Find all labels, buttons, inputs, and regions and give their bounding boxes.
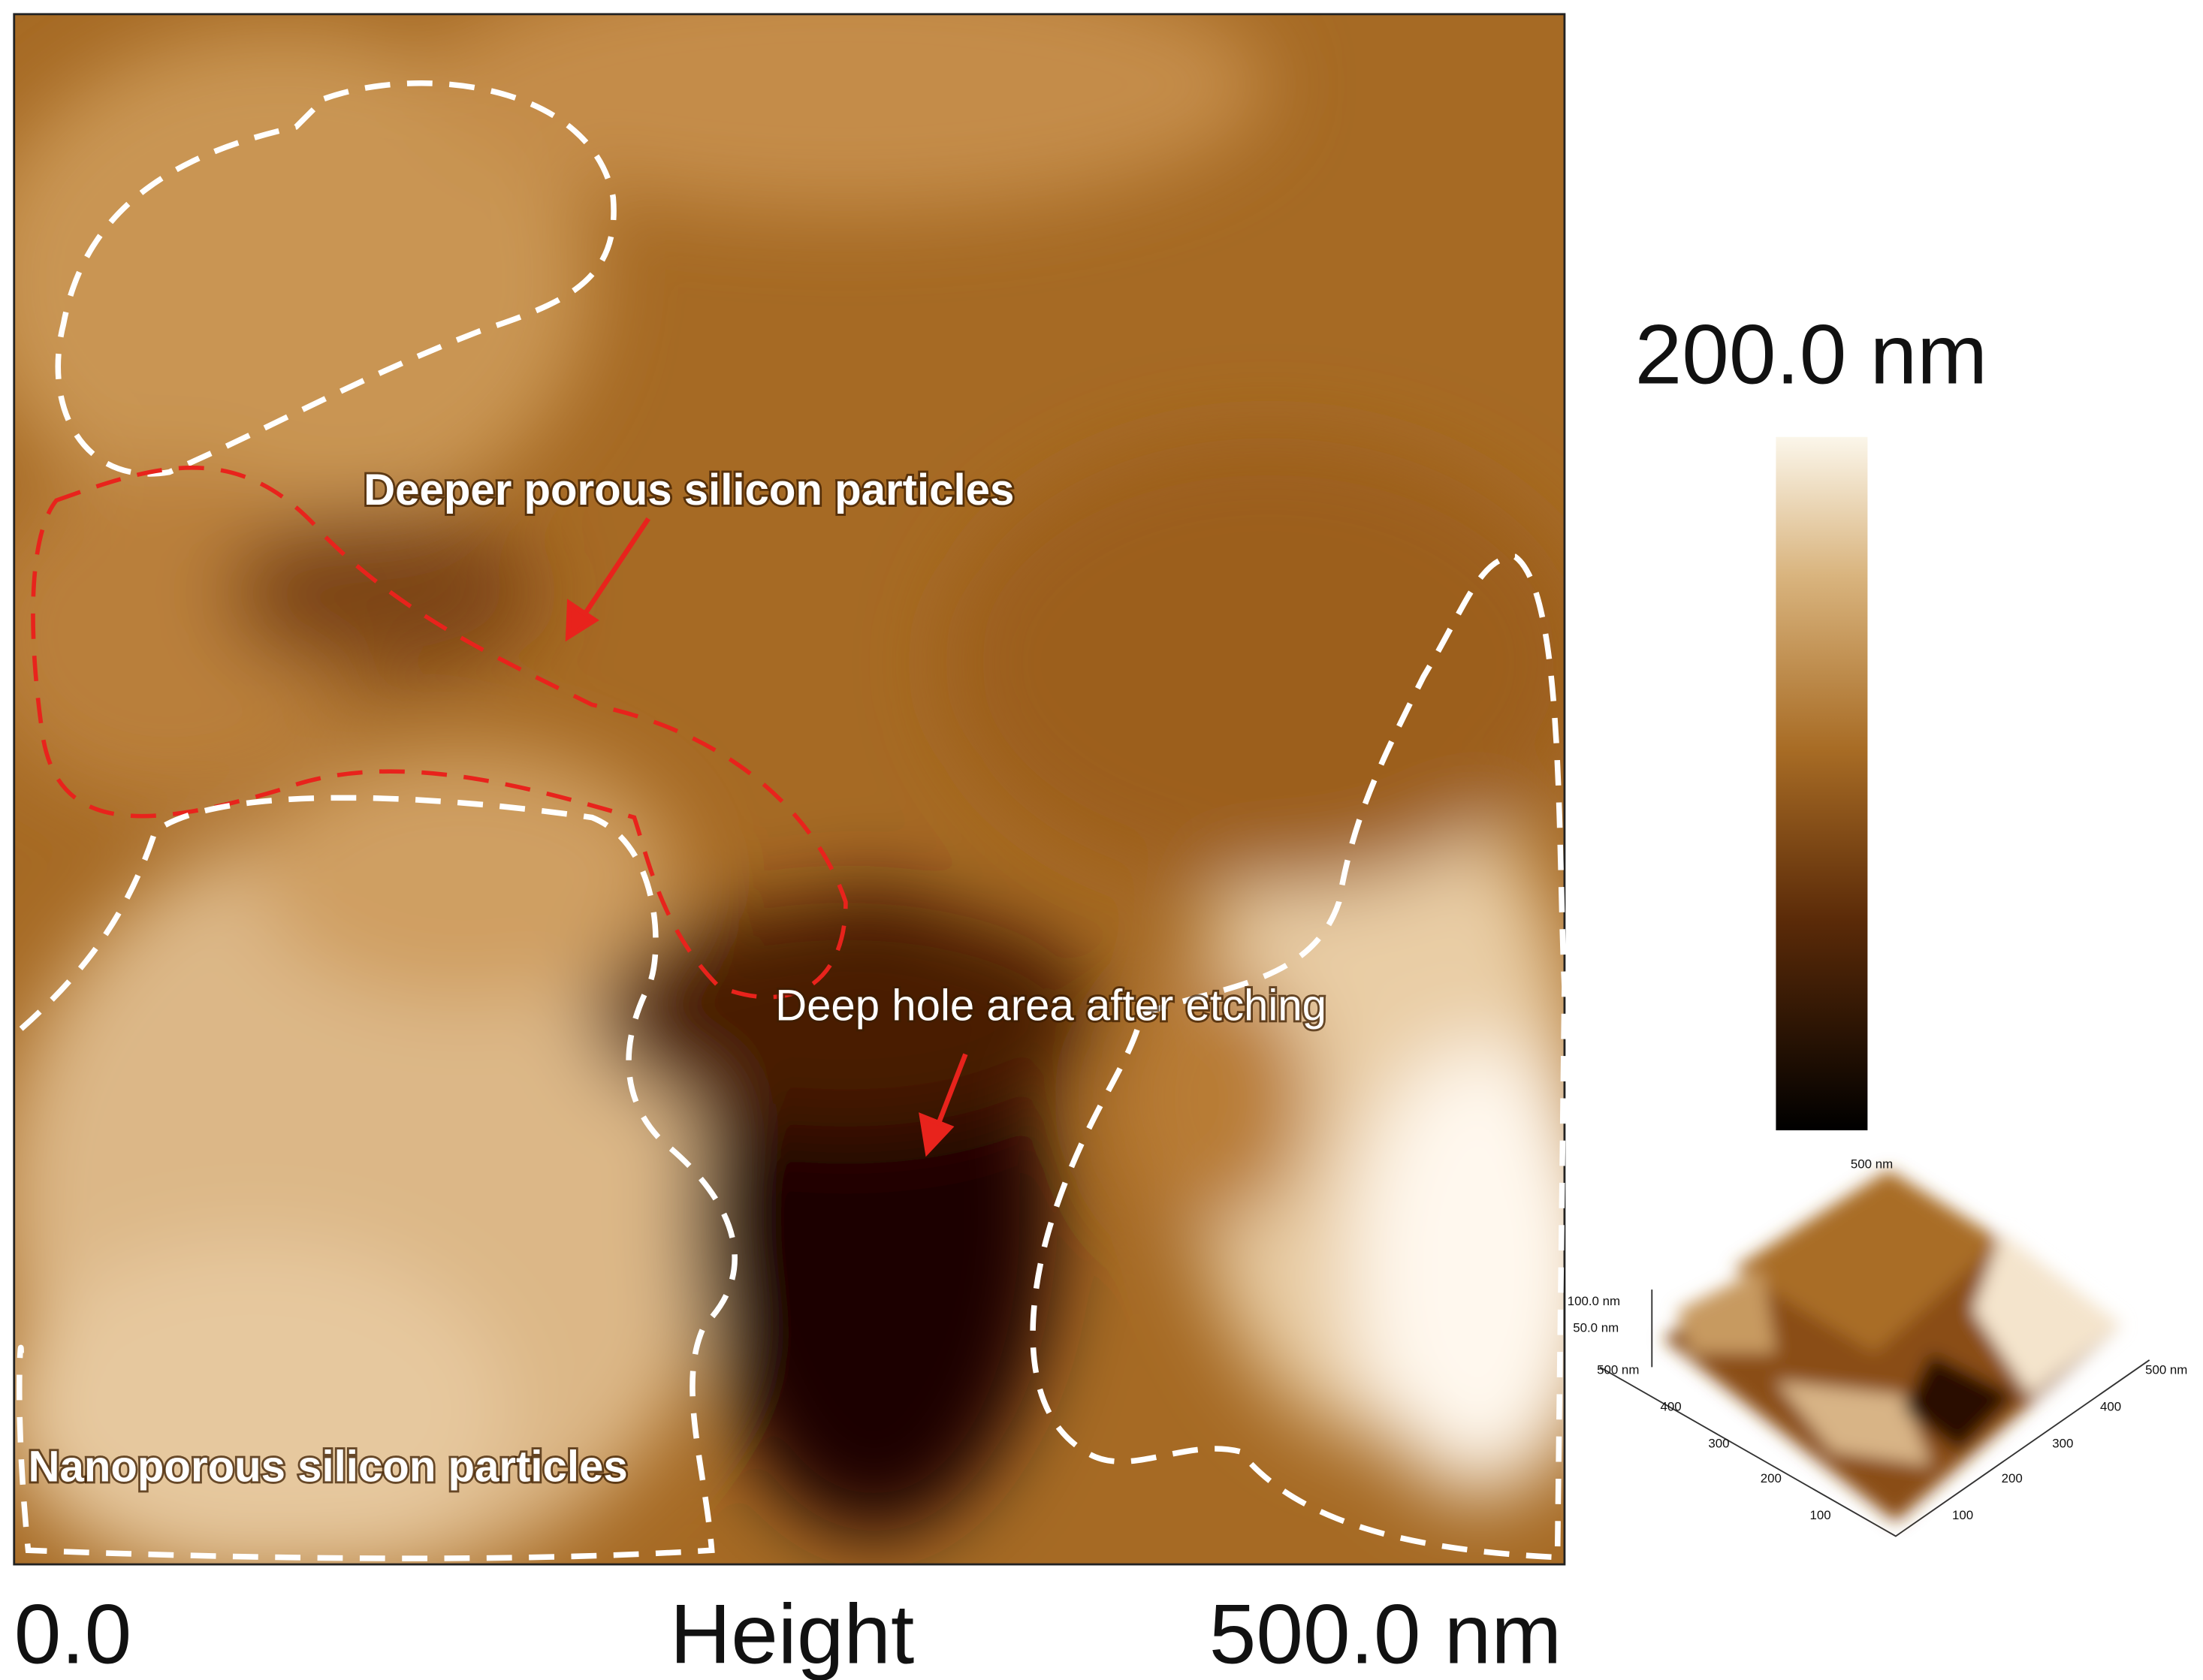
annotation: Deep hole area after etching: [775, 982, 1326, 1030]
inset-corner-label: 500 nm: [2145, 1363, 2187, 1377]
inset-tick-label: 200: [2002, 1471, 2023, 1485]
annotation: Nanoporous silicon particles: [29, 1442, 628, 1491]
axis-title: Height: [670, 1586, 914, 1680]
color-scale-label: 200.0 nm: [1635, 307, 1987, 402]
inset-tick-label: 300: [1708, 1436, 1729, 1450]
inset-z-label: 100.0 nm: [1568, 1294, 1620, 1308]
inset-tick-label: 200: [1761, 1471, 1782, 1485]
inset-3d: 100.0 nm 50.0 nm 500 nm 500 nm 500 nm 40…: [1568, 1157, 2187, 1537]
inset-tick-label: 100: [1952, 1508, 1973, 1522]
inset-tick-label: 400: [1661, 1399, 1682, 1413]
axis-start-label: 0.0: [14, 1586, 132, 1680]
axis-end-label: 500.0 nm: [1209, 1586, 1562, 1680]
arrows: [565, 517, 968, 1157]
region-outlines: [17, 80, 1568, 1561]
annotation: Deeper porous silicon particles: [364, 466, 1014, 514]
inset-tick-label: 100: [1809, 1508, 1830, 1522]
inset-z-label: 50.0 nm: [1573, 1320, 1619, 1335]
image-frame: [13, 13, 1566, 1566]
inset-tick-label: 300: [2052, 1436, 2073, 1450]
inset-corner-label: 500 nm: [1851, 1157, 1893, 1172]
inset-corner-label: 500 nm: [1597, 1363, 1639, 1377]
inset-tick-label: 400: [2100, 1399, 2121, 1413]
afm-image: [14, 14, 1565, 1565]
color-bar: [1776, 436, 1868, 1131]
